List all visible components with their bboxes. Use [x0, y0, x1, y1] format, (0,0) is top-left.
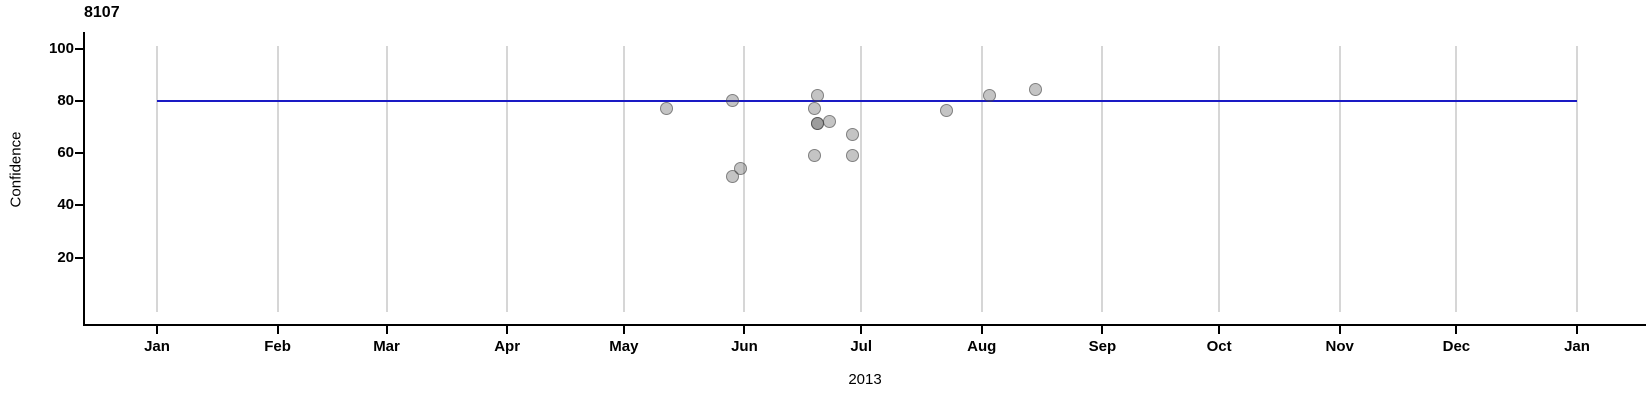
month-gridline	[276, 46, 279, 312]
x-axis-tick	[1338, 326, 1341, 334]
x-tick-label-nov: Nov	[1325, 338, 1354, 355]
y-axis-tick	[75, 152, 83, 155]
x-tick-label-may: May	[609, 338, 639, 355]
month-gridline	[1338, 46, 1341, 312]
data-point	[823, 114, 837, 128]
x-tick-label-dec: Dec	[1442, 338, 1471, 355]
month-gridline	[1218, 46, 1221, 312]
x-axis-tick	[1101, 326, 1104, 334]
y-tick-label-20: 20	[57, 248, 74, 266]
y-axis-spine	[83, 32, 85, 326]
x-axis-tick	[156, 326, 158, 334]
y-axis-title: Confidence	[7, 131, 25, 208]
x-axis-spine	[83, 324, 1646, 326]
y-tick-label-100: 100	[48, 39, 74, 57]
month-gridline	[1455, 46, 1458, 312]
data-point	[982, 88, 996, 102]
month-gridline	[980, 46, 983, 312]
data-point	[846, 127, 860, 141]
x-tick-label-jan: Jan	[144, 338, 170, 355]
reference-line	[157, 99, 1577, 102]
data-point	[659, 101, 673, 115]
y-tick-label-40: 40	[57, 196, 74, 214]
x-axis-tick	[1455, 326, 1458, 334]
x-tick-label-aug: Aug	[967, 338, 997, 355]
x-axis-tick	[980, 326, 983, 334]
x-tick-label-apr: Apr	[494, 338, 521, 355]
month-gridline	[860, 46, 863, 312]
x-tick-label-jul: Jul	[850, 338, 872, 355]
x-axis-tick	[276, 326, 279, 334]
x-axis-tick	[860, 326, 863, 334]
data-point	[1029, 83, 1043, 97]
y-axis-tick	[75, 256, 83, 259]
x-axis-tick	[506, 326, 509, 334]
y-axis-tick	[75, 99, 83, 102]
x-axis-tick	[385, 326, 388, 334]
month-gridline	[156, 46, 158, 312]
y-tick-label-80: 80	[57, 91, 74, 109]
x-axis-title: 2013	[848, 371, 882, 388]
x-tick-label-feb: Feb	[264, 338, 291, 355]
x-axis-tick	[743, 326, 746, 334]
x-tick-label-jan: Jan	[1564, 338, 1590, 355]
y-axis-tick	[75, 204, 83, 207]
x-tick-label-sep: Sep	[1088, 338, 1117, 355]
y-axis-tick	[75, 47, 83, 50]
month-gridline	[1101, 46, 1104, 312]
data-point	[725, 93, 739, 107]
y-tick-label-60: 60	[57, 144, 74, 162]
x-tick-label-oct: Oct	[1206, 338, 1232, 355]
data-point	[807, 101, 821, 115]
x-tick-label-jun: Jun	[731, 338, 758, 355]
data-point	[733, 161, 747, 175]
data-point	[811, 88, 825, 102]
data-point	[807, 148, 821, 162]
x-axis-tick	[1218, 326, 1221, 334]
month-gridline	[743, 46, 746, 312]
month-gridline	[385, 46, 388, 312]
month-gridline	[506, 46, 509, 312]
x-axis-tick	[622, 326, 625, 334]
month-gridline	[1576, 46, 1578, 312]
x-axis-tick	[1576, 326, 1578, 334]
x-tick-label-mar: Mar	[373, 338, 400, 355]
data-point	[846, 148, 860, 162]
data-point	[939, 104, 953, 118]
chart-title: 8107	[84, 4, 120, 21]
month-gridline	[622, 46, 625, 312]
